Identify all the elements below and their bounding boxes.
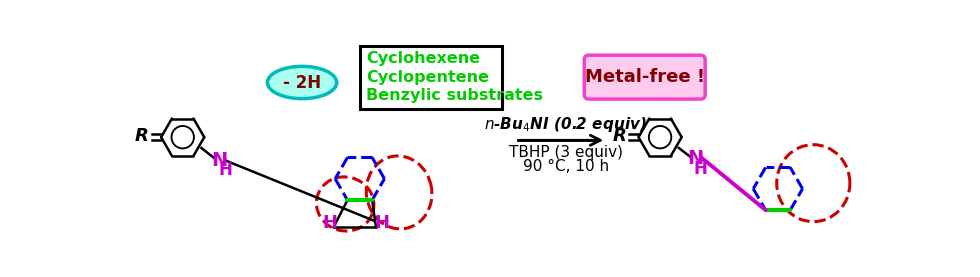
Text: H: H <box>374 214 390 232</box>
Text: Cyclopentene: Cyclopentene <box>366 70 489 85</box>
Text: Cyclohexene: Cyclohexene <box>366 51 480 66</box>
Text: H: H <box>219 161 233 179</box>
Text: $n$-Bu$_4$NI (0.2 equiv): $n$-Bu$_4$NI (0.2 equiv) <box>484 115 647 134</box>
Ellipse shape <box>268 66 337 99</box>
Text: H: H <box>693 160 708 178</box>
Text: R: R <box>612 127 626 145</box>
Text: TBHP (3 equiv): TBHP (3 equiv) <box>509 145 622 160</box>
FancyBboxPatch shape <box>584 55 706 99</box>
Text: R: R <box>135 127 149 145</box>
Text: H: H <box>322 214 337 232</box>
Text: - 2H: - 2H <box>283 73 321 91</box>
Text: N: N <box>212 151 227 170</box>
Text: Benzylic substrates: Benzylic substrates <box>366 88 543 103</box>
Bar <box>360 46 503 109</box>
Text: N: N <box>687 149 704 168</box>
Text: Metal-free !: Metal-free ! <box>585 68 705 86</box>
Text: 90 °C, 10 h: 90 °C, 10 h <box>522 159 609 174</box>
